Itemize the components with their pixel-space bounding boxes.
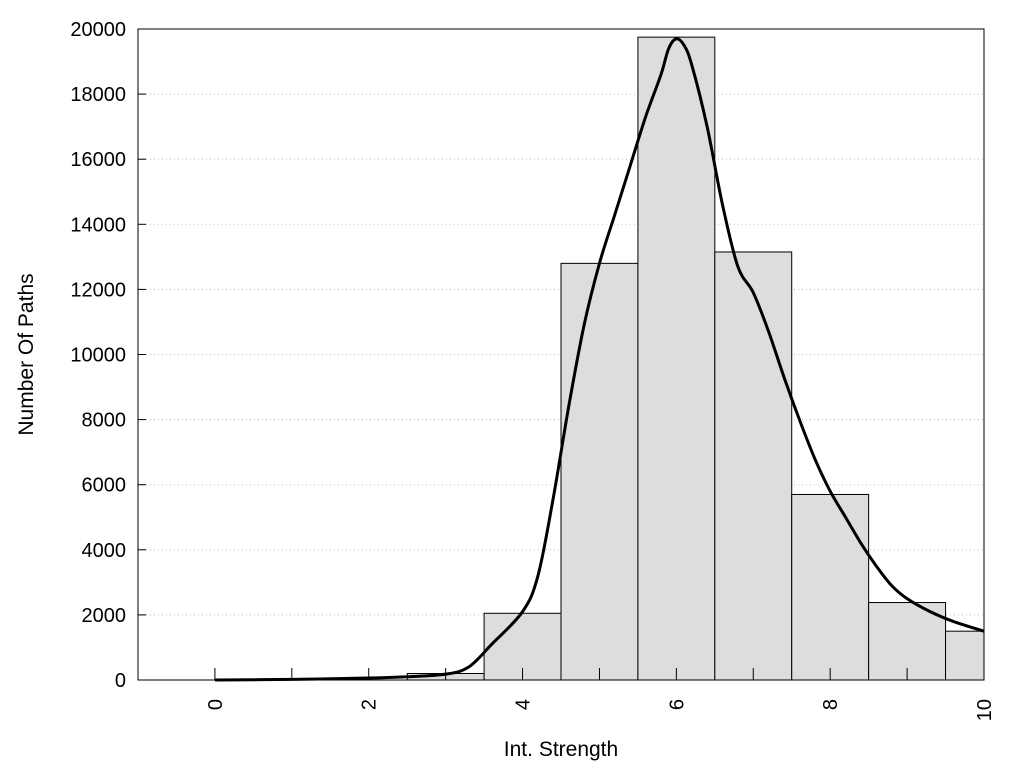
y-tick-label-7: 14000 bbox=[70, 214, 126, 236]
y-tick-label-9: 18000 bbox=[70, 84, 126, 106]
y-tick-label-1: 2000 bbox=[82, 605, 127, 627]
x-tick-label-6: 6 bbox=[666, 699, 688, 710]
density-curve-layer bbox=[214, 37, 985, 682]
x-axis-title: Int. Strength bbox=[504, 738, 618, 761]
y-tick-label-6: 12000 bbox=[70, 279, 126, 301]
bar-10 bbox=[945, 630, 985, 681]
y-tick-label-5: 10000 bbox=[70, 345, 126, 367]
x-tick-label-4: 4 bbox=[513, 699, 535, 710]
bar-9 bbox=[868, 602, 947, 681]
density-curve bbox=[214, 37, 985, 682]
bar-6 bbox=[637, 36, 716, 681]
x-tick-label-8: 8 bbox=[820, 699, 842, 710]
y-tick-label-8: 16000 bbox=[70, 149, 126, 171]
y-tick-label-0: 0 bbox=[115, 670, 126, 692]
y-tick-label-3: 6000 bbox=[82, 475, 127, 497]
y-tick-label-2: 4000 bbox=[82, 540, 127, 562]
x-tick-label-2: 2 bbox=[359, 699, 381, 710]
y-axis-title: Number Of Paths bbox=[15, 273, 38, 435]
y-tick-label-4: 8000 bbox=[82, 410, 127, 432]
x-axis-ticks: 0 2 4 6 8 10 bbox=[205, 668, 996, 721]
bar-7 bbox=[714, 251, 793, 681]
y-axis-ticks: 0 2000 4000 6000 8000 10000 12000 14000 16000 180… bbox=[70, 19, 146, 692]
x-tick-label-0: 0 bbox=[205, 699, 227, 710]
histogram-bars bbox=[406, 36, 985, 681]
bar-5 bbox=[560, 262, 639, 681]
y-tick-label-10: 20000 bbox=[70, 19, 126, 41]
x-tick-label-10: 10 bbox=[974, 699, 996, 721]
bar-8 bbox=[791, 493, 870, 681]
